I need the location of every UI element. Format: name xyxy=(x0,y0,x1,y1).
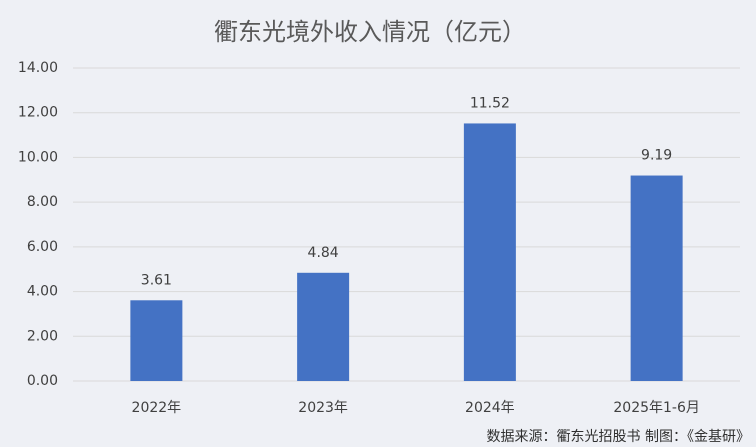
value-label: 11.52 xyxy=(470,95,510,111)
value-label: 9.19 xyxy=(641,148,672,164)
y-tick-label: 4.00 xyxy=(27,284,58,300)
source-note: 数据来源：衢东光招股书 制图：《金基研》 xyxy=(487,428,750,445)
y-tick-label: 14.00 xyxy=(18,60,58,76)
y-tick-label: 0.00 xyxy=(27,373,58,389)
y-tick-label: 2.00 xyxy=(27,328,58,344)
y-tick-label: 10.00 xyxy=(18,149,58,165)
bar xyxy=(130,300,183,381)
y-tick-label: 6.00 xyxy=(27,239,58,255)
x-tick-label: 2022年 xyxy=(132,400,182,416)
y-tick-label: 12.00 xyxy=(18,105,58,121)
chart-title: 衢东光境外收入情况（亿元） xyxy=(214,18,526,46)
x-tick-label: 2025年1-6月 xyxy=(613,400,700,416)
y-tick-label: 8.00 xyxy=(27,194,58,210)
value-label: 3.61 xyxy=(141,272,172,288)
value-label: 4.84 xyxy=(308,245,339,261)
bar xyxy=(630,175,683,381)
bar xyxy=(463,123,516,382)
x-tick-label: 2023年 xyxy=(298,400,348,416)
bar xyxy=(297,272,350,381)
x-tick-label: 2024年 xyxy=(465,400,515,416)
